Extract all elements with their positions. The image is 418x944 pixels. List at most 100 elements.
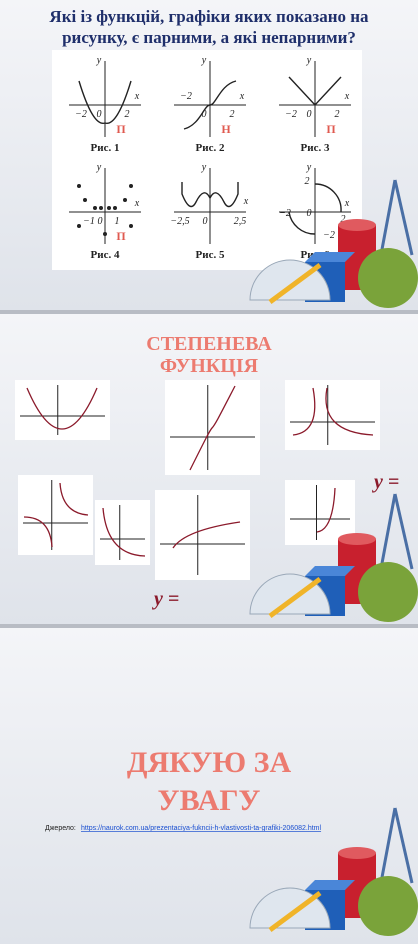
answer-mark: П [116, 122, 126, 136]
axis-label: −1 [83, 216, 95, 227]
graph-image [285, 480, 355, 545]
compass [378, 807, 397, 889]
axis-label: y [96, 162, 102, 173]
cube-top [305, 880, 355, 890]
compass [393, 179, 414, 256]
axis-label: 0 [203, 216, 208, 227]
curve [189, 385, 236, 471]
axis-label: y [201, 162, 207, 173]
divider [0, 624, 418, 628]
compass [378, 493, 397, 575]
answer-mark: Н [221, 122, 231, 136]
graph-image [15, 380, 110, 440]
axis-label: −2 [180, 91, 192, 102]
axis-label: 0 [307, 109, 312, 120]
dot [83, 198, 87, 202]
axis-label: 0 [97, 109, 102, 120]
cube-top [305, 252, 355, 262]
dot [107, 206, 111, 210]
axis-label: 2 [335, 109, 340, 120]
graph-image [155, 490, 250, 580]
cylinder-top [338, 533, 376, 545]
curve [23, 482, 89, 548]
curve [102, 507, 146, 557]
axis-label: y [306, 55, 312, 66]
divider [0, 310, 418, 314]
source-label: Джерело: [45, 825, 76, 832]
axis-label: −2 [285, 109, 297, 120]
slide-title: Які із функцій, графіки яких показано на [49, 7, 369, 26]
pencil [268, 262, 322, 305]
axis-label: y [201, 55, 207, 66]
axis-label: 2 [305, 176, 310, 187]
dot [77, 184, 81, 188]
answer-mark: П [116, 229, 126, 243]
sphere [358, 876, 418, 936]
axis-label: 2 [230, 109, 235, 120]
axis-label: y [306, 162, 312, 173]
axis-label: 0 [307, 208, 312, 219]
figure-caption: Рис. 5 [196, 249, 225, 261]
formula: y = [372, 471, 399, 493]
dot [93, 206, 97, 210]
axis-label: y [96, 55, 102, 66]
axis-label: 2 [125, 109, 130, 120]
graph-image [95, 500, 150, 565]
compass [378, 179, 397, 261]
figure-caption: Рис. 3 [301, 142, 330, 154]
compass [393, 493, 414, 570]
slide-title: УВАГУ [158, 784, 261, 817]
curve [288, 76, 342, 107]
source-link[interactable]: https://naurok.com.ua/prezentaciya-fuknc… [81, 825, 321, 832]
curve [172, 521, 241, 549]
axis-label: x [239, 91, 245, 102]
dot [99, 206, 103, 210]
pencil [268, 576, 322, 619]
dot [113, 206, 117, 210]
dot [103, 232, 107, 236]
slide-title: ФУНКЦІЯ [160, 355, 259, 377]
axis-label: x [243, 196, 249, 207]
dot [123, 198, 127, 202]
pencil [268, 890, 322, 933]
curve [183, 80, 237, 130]
axis-label: 0 [202, 109, 207, 120]
slide-title: рисунку, є парними, а які непарними? [62, 28, 356, 47]
cylinder-top [338, 847, 376, 859]
dot [129, 224, 133, 228]
cube-top [305, 566, 355, 576]
axis-label: 0 [98, 216, 103, 227]
axis-label: −2 [279, 208, 291, 219]
curve [316, 487, 336, 533]
graph-image [285, 380, 380, 450]
axis-label: 2,5 [234, 216, 247, 227]
cylinder-top [338, 219, 376, 231]
sphere [358, 248, 418, 308]
compass [393, 807, 414, 884]
axis-label: x [134, 198, 140, 209]
slide-title: ДЯКУЮ ЗА [127, 746, 292, 779]
curve [292, 387, 374, 436]
axis-label: 2 [341, 214, 346, 225]
dot [129, 184, 133, 188]
axis-label: x [344, 91, 350, 102]
dot [77, 224, 81, 228]
curve [78, 80, 132, 124]
figure-caption: Рис. 2 [196, 142, 225, 154]
curve [181, 182, 239, 208]
curve [288, 183, 342, 235]
axis-label: 1 [115, 216, 120, 227]
axis-label: x [344, 198, 350, 209]
curve [26, 387, 98, 430]
axis-label: x [134, 91, 140, 102]
figure-caption: Рис. 4 [91, 249, 120, 261]
slide-title: СТЕПЕНЕВА [146, 333, 272, 355]
graph-image [18, 475, 93, 555]
answer-mark: П [326, 122, 336, 136]
figure-caption: Рис. 1 [91, 142, 120, 154]
axis-label: −2 [75, 109, 87, 120]
axis-label: −2,5 [170, 216, 189, 227]
axis-label: −2 [323, 230, 335, 241]
formula: y = [152, 588, 179, 610]
